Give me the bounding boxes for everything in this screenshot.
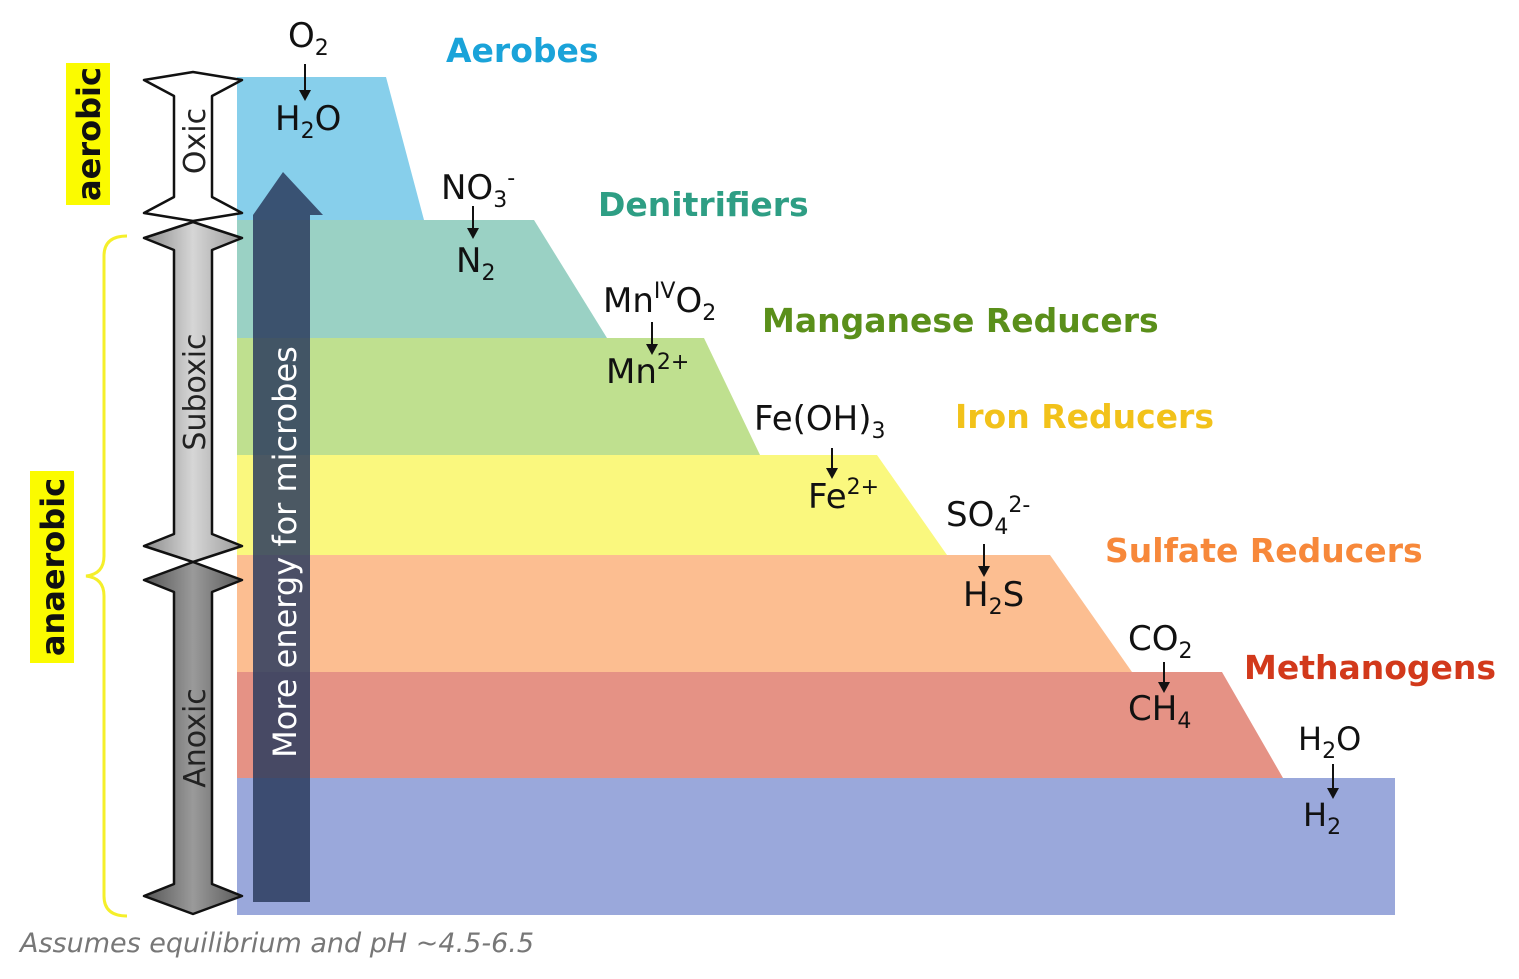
nitrate-formula: NO3- xyxy=(441,166,515,213)
group-title-manganese: Manganese Reducers xyxy=(762,301,1159,340)
oxygen-formula: O2 xyxy=(288,16,329,61)
band-denitrifiers xyxy=(237,220,607,338)
band-iron xyxy=(237,455,947,555)
suboxic-label: Suboxic xyxy=(178,333,213,450)
iron-hydroxide-formula: Fe(OH)3 xyxy=(754,399,885,444)
energy-label: More energy for microbes xyxy=(266,346,304,758)
anoxic-label: Anoxic xyxy=(178,688,213,788)
arrow-iron xyxy=(826,448,838,479)
hydrogen-formula: H2 xyxy=(1303,796,1341,840)
hydrogen-sulfide-formula: H2S xyxy=(963,575,1024,620)
group-title-methanogens: Methanogens xyxy=(1244,648,1496,687)
band-sulfate xyxy=(237,555,1132,672)
manganese-dioxide-formula: MnIVO2 xyxy=(603,279,716,326)
aerobic-highlight xyxy=(66,63,110,205)
anaerobic-brace xyxy=(85,234,128,918)
manganese-ion-formula: Mn2+ xyxy=(606,350,689,392)
sulfate-formula: SO42- xyxy=(946,493,1030,540)
group-title-aerobes: Aerobes xyxy=(446,31,599,70)
arrow-hydrogen xyxy=(1327,764,1339,799)
arrow-manganese xyxy=(646,322,658,355)
anaerobic-highlight xyxy=(30,471,74,663)
water-formula-2: H2O xyxy=(1298,720,1361,764)
energy-arrow: More energy for microbes xyxy=(253,172,323,902)
water-formula: H2O xyxy=(275,99,341,144)
band-manganese xyxy=(237,338,760,455)
band-methanogens xyxy=(237,672,1283,778)
group-title-iron: Iron Reducers xyxy=(955,397,1214,436)
nitrogen-formula: N2 xyxy=(456,241,495,286)
iron-ion-formula: Fe2+ xyxy=(808,475,879,517)
arrow-sulfate xyxy=(978,544,990,577)
oxic-arrow: Oxic xyxy=(142,70,244,223)
aerobic-label: aerobic xyxy=(70,67,108,201)
group-title-sulfate: Sulfate Reducers xyxy=(1105,531,1423,570)
suboxic-arrow: Suboxic xyxy=(142,220,244,564)
oxic-label: Oxic xyxy=(178,108,213,174)
anaerobic-label: anaerobic xyxy=(34,478,72,656)
band-hydrogen xyxy=(237,778,1395,915)
carbon-dioxide-formula: CO2 xyxy=(1128,619,1193,664)
anoxic-arrow: Anoxic xyxy=(142,560,244,916)
group-title-denitrifiers: Denitrifiers xyxy=(598,185,809,224)
arrow-denitrifiers xyxy=(467,206,479,239)
footnote: Assumes equilibrium and pH ~4.5-6.5 xyxy=(18,928,534,959)
arrow-aerobes xyxy=(299,64,311,101)
methane-formula: CH4 xyxy=(1128,689,1191,734)
arrow-methanogens xyxy=(1158,662,1170,693)
